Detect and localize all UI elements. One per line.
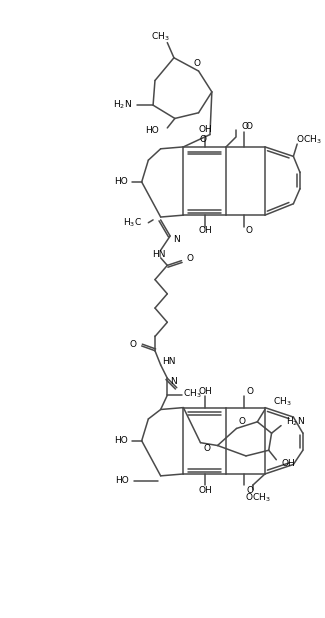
Text: HN: HN [152, 250, 165, 258]
Text: OCH$_3$: OCH$_3$ [296, 133, 322, 146]
Text: O: O [239, 417, 245, 426]
Text: O: O [247, 486, 254, 494]
Text: H$_2$N: H$_2$N [286, 415, 305, 428]
Text: O: O [247, 387, 254, 396]
Text: CH$_3$: CH$_3$ [273, 396, 291, 408]
Text: HO: HO [114, 177, 127, 187]
Text: OH: OH [198, 486, 212, 494]
Text: O: O [199, 135, 206, 144]
Text: OH: OH [198, 387, 212, 396]
Text: HO: HO [116, 476, 129, 485]
Text: O: O [186, 254, 193, 263]
Text: OH: OH [198, 226, 212, 235]
Text: N: N [170, 378, 177, 386]
Text: O: O [246, 226, 253, 235]
Text: H$_2$N: H$_2$N [113, 99, 132, 111]
Text: HN: HN [162, 357, 176, 366]
Text: N: N [173, 235, 180, 244]
Text: HO: HO [145, 126, 159, 135]
Text: H$_3$C: H$_3$C [123, 216, 142, 229]
Text: O: O [193, 59, 200, 68]
Text: OH: OH [198, 125, 212, 134]
Text: CH$_3$: CH$_3$ [183, 387, 202, 400]
Text: O: O [203, 444, 210, 453]
Text: O: O [241, 122, 248, 132]
Text: O: O [246, 122, 253, 130]
Text: OCH$_3$: OCH$_3$ [244, 491, 270, 504]
Text: HO: HO [114, 436, 127, 446]
Text: CH$_3$: CH$_3$ [151, 31, 170, 43]
Text: OH: OH [281, 459, 295, 468]
Text: O: O [130, 339, 137, 349]
